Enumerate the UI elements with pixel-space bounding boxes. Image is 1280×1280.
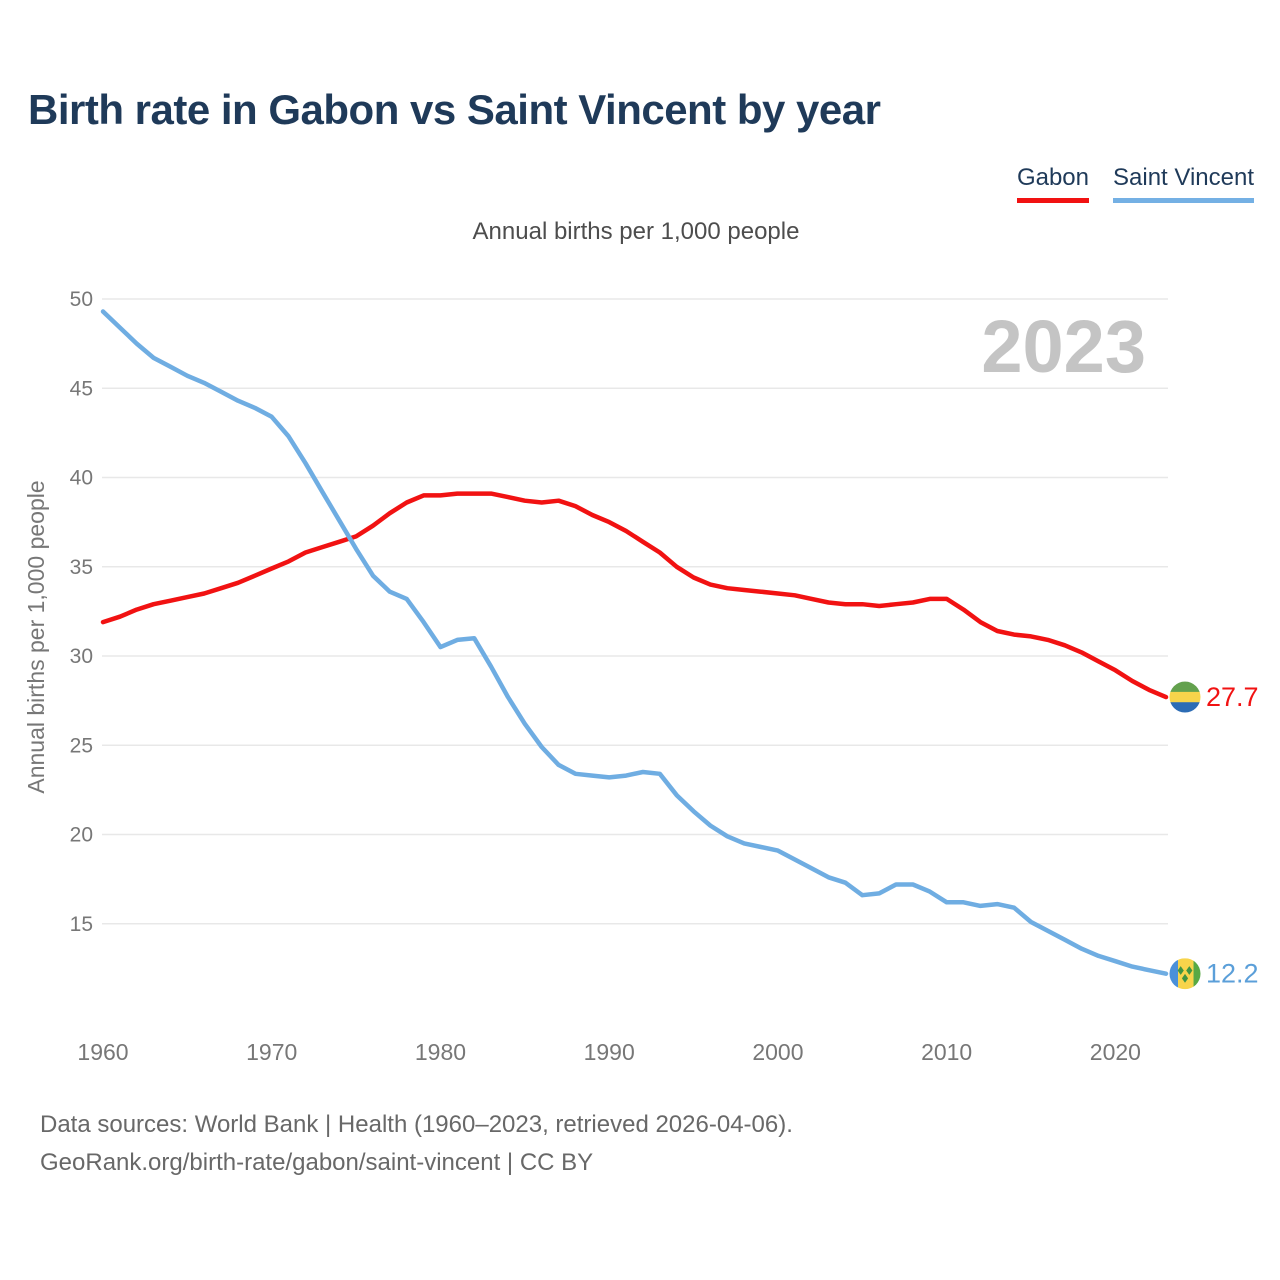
flag-stripe xyxy=(1169,691,1201,703)
flag-stripe xyxy=(1169,681,1201,693)
series-line-saint-vincent xyxy=(100,309,1169,976)
flag-stripe xyxy=(1193,958,1201,990)
flag-diamond xyxy=(1181,973,1189,983)
y-tick-label: 25 xyxy=(70,734,93,757)
saint-vincent-end-value-label: 12.2 xyxy=(1206,959,1259,989)
footer-datasource-line: Data sources: World Bank | Health (1960–… xyxy=(40,1111,793,1138)
flag-stripe xyxy=(1178,958,1194,990)
x-tick-label: 2020 xyxy=(1090,1039,1141,1065)
y-tick-label: 15 xyxy=(70,913,93,936)
legend-item-gabon: Gabon xyxy=(1016,164,1089,203)
page-title: Birth rate in Gabon vs Saint Vincent by … xyxy=(28,86,881,133)
footer: Data sources: World Bank | Health (1960–… xyxy=(40,1106,793,1182)
legend-item-saint-vincent: Saint Vincent xyxy=(1113,164,1254,203)
y-tick-label: 30 xyxy=(70,645,93,668)
flag-stripe xyxy=(1169,958,1179,990)
x-tick-label: 1970 xyxy=(246,1039,297,1065)
y-axis-title: Annual births per 1,000 people xyxy=(23,480,49,793)
y-tick-label: 35 xyxy=(70,556,93,579)
data-lines xyxy=(100,309,1169,976)
gabon-end-value-label: 27.7 xyxy=(1206,682,1259,712)
flag-diamond xyxy=(1177,966,1184,975)
x-tick-label: 2000 xyxy=(752,1039,803,1065)
x-tick-label: 1990 xyxy=(584,1039,635,1065)
x-axis-tick-labels: 1960 1970 1980 1990 2000 2010 2020 xyxy=(77,1039,1141,1065)
x-tick-label: 1980 xyxy=(415,1039,466,1065)
y-axis-tick-labels: 50 45 40 35 30 25 20 15 xyxy=(70,288,93,936)
footer-attribution-line: GeoRank.org/birth-rate/gabon/saint-vince… xyxy=(40,1149,594,1176)
watermark-year: 2023 xyxy=(981,305,1146,388)
y-tick-label: 40 xyxy=(70,467,93,490)
end-flag-icons xyxy=(1169,681,1201,990)
chart-subtitle: Annual births per 1,000 people xyxy=(472,218,800,245)
y-tick-label: 50 xyxy=(70,288,93,311)
series-line-gabon xyxy=(100,491,1169,700)
x-tick-label: 1960 xyxy=(77,1039,128,1065)
gabon-flag-icon xyxy=(1169,681,1201,713)
legend: Gabon Saint Vincent xyxy=(1016,164,1254,203)
y-tick-label: 45 xyxy=(70,377,93,400)
gridlines xyxy=(102,298,1168,925)
saint-vincent-flag-icon xyxy=(1169,958,1201,990)
flag-stripe xyxy=(1169,702,1201,713)
flag-diamond xyxy=(1186,966,1193,975)
y-tick-label: 20 xyxy=(70,824,93,847)
x-tick-label: 2010 xyxy=(921,1039,972,1065)
